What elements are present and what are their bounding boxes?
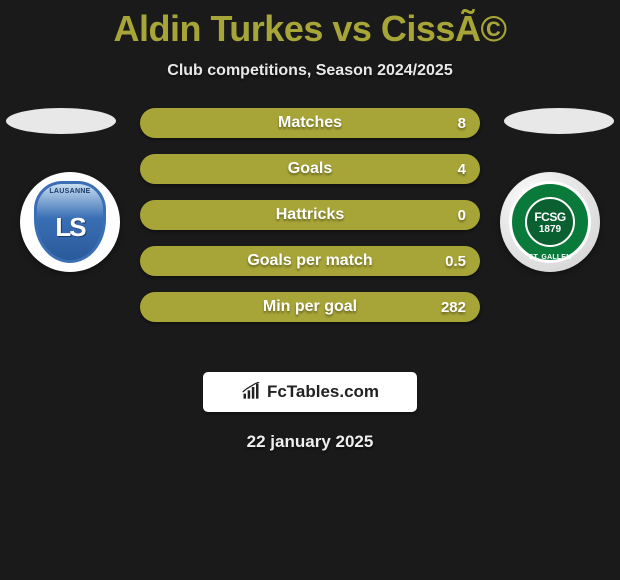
stgallen-ring-icon: FCSG 1879 ST. GALLEN [509,181,591,263]
player-right-avatar-placeholder [504,108,614,134]
attribution-box: FcTables.com [203,372,417,412]
attribution-text: FcTables.com [267,382,379,402]
stgallen-core-icon: FCSG 1879 [525,197,575,247]
stgallen-fcsg-text: FCSG [534,210,565,224]
stat-value-right: 8 [458,115,466,132]
stgallen-outer-text: ST. GALLEN [529,254,572,261]
stat-label: Hattricks [276,206,344,224]
stat-value-right: 0 [458,207,466,224]
stat-label: Min per goal [263,298,357,316]
stat-bar-goals: Goals 4 [140,154,480,184]
stat-value-right: 4 [458,161,466,178]
player-left-avatar-placeholder [6,108,116,134]
club-badge-right: FCSG 1879 ST. GALLEN [500,172,600,272]
stat-bar-hattricks: Hattricks 0 [140,200,480,230]
subtitle: Club competitions, Season 2024/2025 [0,62,620,80]
stat-bar-mpg: Min per goal 282 [140,292,480,322]
barchart-icon [241,382,261,402]
stat-bars: Matches 8 Goals 4 Hattricks 0 Goals per … [140,108,480,338]
stat-label: Goals per match [247,252,372,270]
lausanne-arc-text: LAUSANNE [49,188,90,195]
club-badge-left: LAUSANNE LS [20,172,120,272]
page-title: Aldin Turkes vs CissÃ© [0,0,620,50]
stat-value-right: 0.5 [445,253,466,270]
stat-value-right: 282 [441,299,466,316]
lausanne-ls-text: LS [55,212,84,243]
comparison-content: LAUSANNE LS FCSG 1879 ST. GALLEN Matches… [0,108,620,368]
stat-bar-gpm: Goals per match 0.5 [140,246,480,276]
lausanne-shield-icon: LAUSANNE LS [34,181,106,263]
stat-label: Matches [278,114,342,132]
date-text: 22 january 2025 [0,432,620,452]
stat-bar-matches: Matches 8 [140,108,480,138]
stgallen-year-text: 1879 [539,224,561,235]
stat-label: Goals [288,160,332,178]
